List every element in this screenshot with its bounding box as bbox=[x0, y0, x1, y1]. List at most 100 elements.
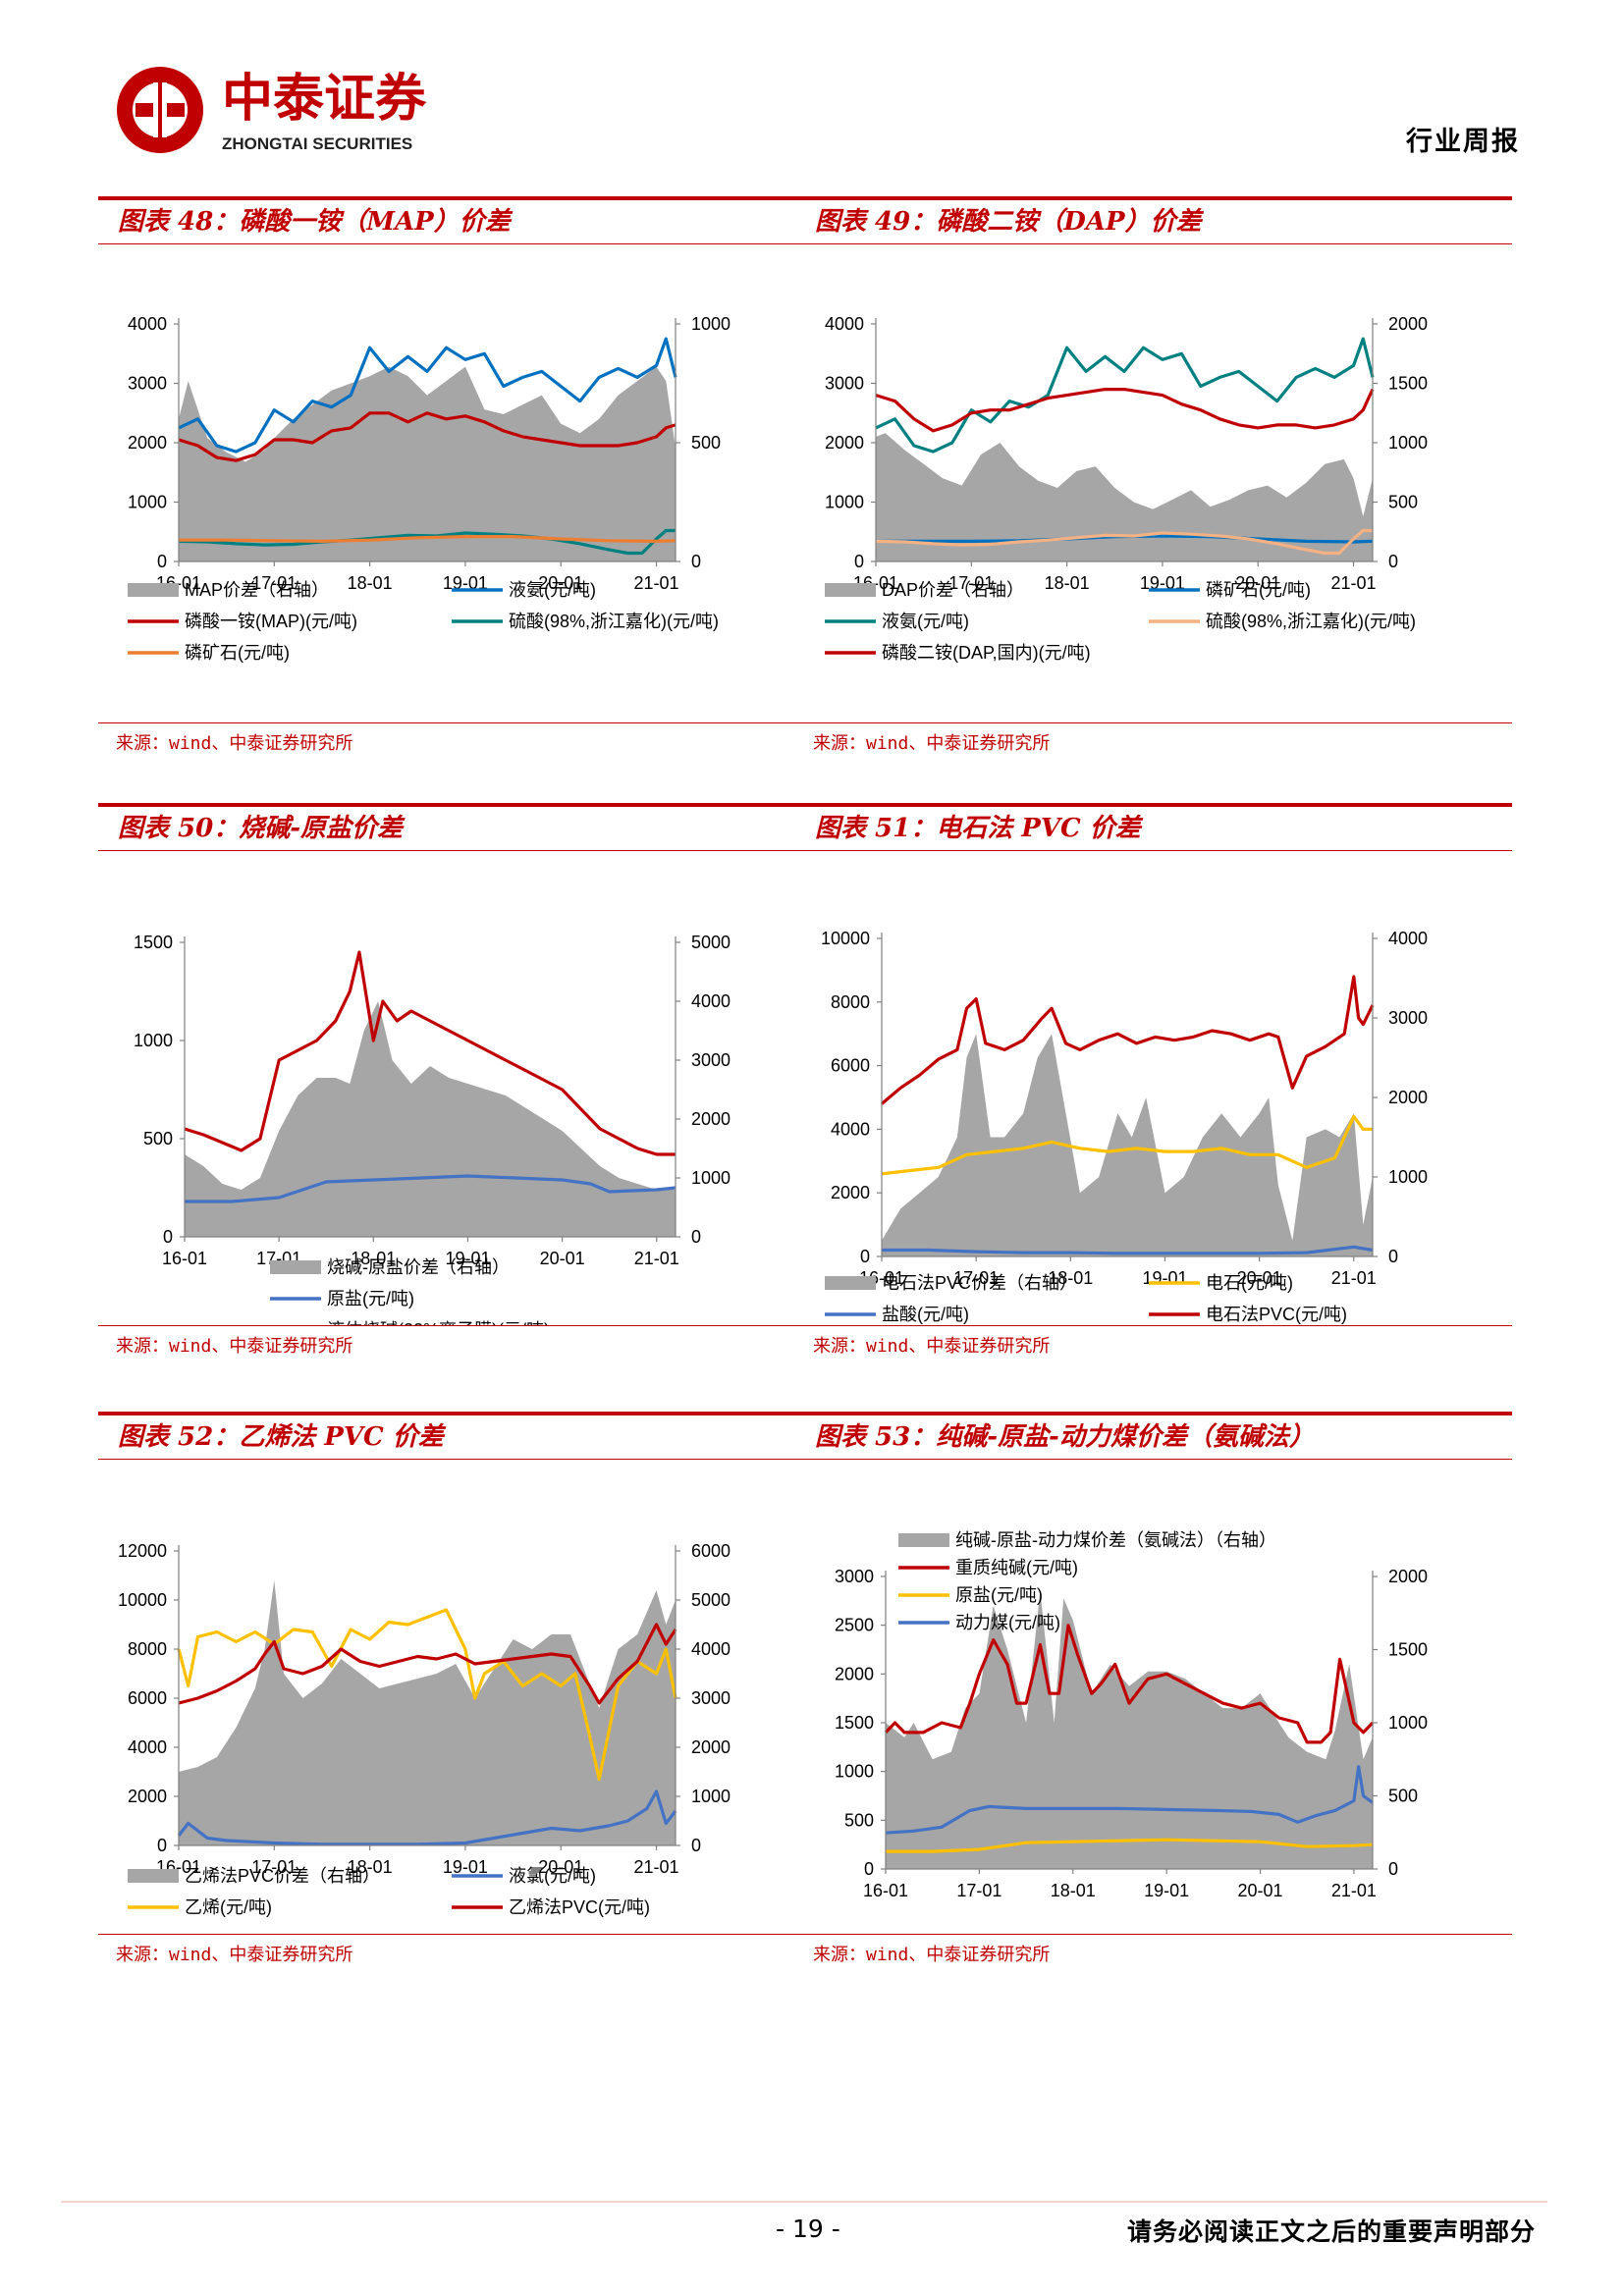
left-tick-label: 4000 bbox=[128, 314, 167, 334]
figure-source: 来源：wind、中泰证券研究所 bbox=[116, 1945, 353, 1965]
left-tick-label: 6000 bbox=[128, 1688, 167, 1708]
legend-item: 乙烯(元/吨) bbox=[128, 1897, 272, 1917]
legend-label: 液氯(元/吨) bbox=[509, 1866, 596, 1886]
legend-item: 电石(元/吨) bbox=[1149, 1273, 1293, 1293]
chart-legend: 乙烯法PVC价差（右轴） 液氯(元/吨) 乙烯(元/吨) 乙烯法PVC(元/吨) bbox=[128, 1866, 650, 1917]
legend-item: 纯碱-原盐-动力煤价差（氨碱法）（右轴） bbox=[898, 1530, 1276, 1550]
legend-item: 液氯(元/吨) bbox=[452, 1866, 596, 1886]
chart-svg: 0 500 1000 1500 2000 2500 3000 0 500 1000 1500 2000… bbox=[835, 1530, 1428, 1900]
left-tick-label: 1000 bbox=[134, 1031, 173, 1050]
series-area-0 bbox=[179, 1580, 676, 1845]
right-tick-label: 4000 bbox=[691, 1639, 731, 1659]
chart-svg: 0 2000 4000 6000 8000 10000 12000 0 1000 2000 3000… bbox=[118, 1541, 731, 1917]
x-tick-label: 18-01 bbox=[1051, 1881, 1096, 1900]
legend-label: 液体烧碱(32%离子膜)(元/吨) bbox=[327, 1320, 550, 1325]
chart-legend: 电石法PVC价差（右轴） 电石(元/吨) 盐酸(元/吨) 电石法PVC(元/吨) bbox=[825, 1273, 1347, 1324]
figure-bottom-rule bbox=[795, 722, 1512, 723]
right-tick-label: 2000 bbox=[1388, 1567, 1428, 1586]
brand-en: ZHONGTAI SECURITIES bbox=[222, 134, 412, 153]
chart-legend: 纯碱-原盐-动力煤价差（氨碱法）（右轴） 重质纯碱(元/吨) 原盐(元/吨) 动力煤(… bbox=[898, 1530, 1276, 1632]
company-logo: 中泰证券 ZHONGTAI SECURITIES bbox=[116, 61, 489, 169]
left-tick-label: 4000 bbox=[831, 1119, 870, 1139]
left-tick-label: 1500 bbox=[835, 1713, 874, 1733]
legend-label: 重质纯碱(元/吨) bbox=[955, 1558, 1078, 1577]
legend-label: 磷酸二铵(DAP,国内)(元/吨) bbox=[882, 643, 1091, 663]
left-tick-label: 3000 bbox=[835, 1567, 874, 1586]
legend-item: DAP价差（右轴） bbox=[825, 580, 1024, 600]
legend-swatch bbox=[825, 583, 876, 597]
figure-top-rule bbox=[795, 196, 1512, 200]
x-tick-label: 21-01 bbox=[634, 1857, 679, 1877]
figure-bottom-rule bbox=[98, 1934, 815, 1935]
figure-title-rule bbox=[795, 243, 1512, 244]
right-tick-label: 0 bbox=[691, 1836, 701, 1855]
legend-item: 磷酸二铵(DAP,国内)(元/吨) bbox=[825, 643, 1091, 663]
series-line-3 bbox=[178, 528, 676, 556]
legend-label: 磷酸一铵(MAP)(元/吨) bbox=[185, 612, 357, 631]
left-tick-label: 0 bbox=[854, 552, 864, 571]
left-tick-label: 1000 bbox=[128, 493, 167, 512]
legend-label: 乙烯(元/吨) bbox=[185, 1897, 272, 1917]
right-tick-label: 3000 bbox=[1388, 1008, 1428, 1028]
right-tick-label: 500 bbox=[1388, 493, 1418, 512]
figure-title-rule bbox=[98, 1459, 815, 1460]
series-line-3 bbox=[885, 1765, 1374, 1835]
right-tick-label: 500 bbox=[1388, 1787, 1418, 1806]
left-tick-label: 0 bbox=[157, 552, 167, 571]
x-tick-label: 20-01 bbox=[538, 1857, 583, 1877]
figure-title-rule bbox=[98, 850, 815, 851]
figure-top-rule bbox=[98, 196, 815, 200]
right-tick-label: 2000 bbox=[1388, 1088, 1428, 1107]
x-tick-label: 18-01 bbox=[1048, 1268, 1093, 1288]
legend-swatch bbox=[128, 1869, 179, 1883]
right-tick-label: 1500 bbox=[1388, 374, 1428, 394]
figure-title-rule bbox=[795, 850, 1512, 851]
series-area-0 bbox=[179, 366, 676, 561]
left-tick-label: 4000 bbox=[128, 1737, 167, 1757]
legend-item: 乙烯法PVC价差（右轴） bbox=[128, 1866, 380, 1886]
legend-item: 硫酸(98%,浙江嘉化)(元/吨) bbox=[1149, 612, 1416, 631]
right-tick-label: 1000 bbox=[691, 1168, 731, 1188]
left-tick-label: 2000 bbox=[128, 433, 167, 453]
figure-source: 来源：wind、中泰证券研究所 bbox=[813, 1945, 1051, 1965]
x-tick-label: 21-01 bbox=[1331, 573, 1377, 593]
figure-bottom-rule bbox=[795, 1934, 1512, 1935]
legend-item: 液氨(元/吨) bbox=[452, 580, 596, 600]
legend-item: 原盐(元/吨) bbox=[898, 1585, 1043, 1605]
chart-legend: MAP价差（右轴） 液氨(元/吨) 磷酸一铵(MAP)(元/吨) 硫酸(98%,浙江嘉… bbox=[128, 580, 719, 663]
right-tick-label: 1000 bbox=[691, 314, 731, 334]
left-tick-label: 0 bbox=[864, 1859, 874, 1879]
figure-bottom-rule bbox=[795, 1325, 1512, 1326]
series-area-0 bbox=[185, 1001, 676, 1237]
right-tick-label: 0 bbox=[691, 552, 701, 571]
legend-label: 电石法PVC价差（右轴） bbox=[882, 1273, 1077, 1293]
chart-svg: 0 2000 4000 6000 8000 10000 0 1000 2000 3000 4000 1… bbox=[821, 929, 1428, 1324]
right-tick-label: 5000 bbox=[691, 933, 731, 952]
figure-source: 来源：wind、中泰证券研究所 bbox=[116, 733, 353, 754]
legend-label: 乙烯法PVC价差（右轴） bbox=[185, 1866, 380, 1886]
footer-divider bbox=[61, 2201, 1547, 2203]
left-tick-label: 2000 bbox=[835, 1664, 874, 1683]
left-tick-label: 2500 bbox=[835, 1616, 874, 1635]
series-line-2 bbox=[177, 1608, 677, 1782]
series-line-1 bbox=[177, 1789, 677, 1846]
right-tick-label: 6000 bbox=[691, 1541, 731, 1561]
series-line-2 bbox=[184, 950, 676, 1156]
x-tick-label: 19-01 bbox=[1144, 1881, 1189, 1900]
figure-bottom-rule bbox=[98, 1325, 815, 1326]
right-tick-label: 5000 bbox=[691, 1590, 731, 1610]
x-tick-label: 17-01 bbox=[251, 1857, 297, 1877]
figure-title-rule bbox=[98, 243, 815, 244]
legend-item: 烧碱-原盐价差（右轴） bbox=[270, 1257, 510, 1277]
legend-label: 液氨(元/吨) bbox=[882, 612, 969, 631]
x-tick-label: 18-01 bbox=[351, 1249, 396, 1268]
legend-label: 烧碱-原盐价差（右轴） bbox=[327, 1257, 510, 1277]
left-tick-label: 1000 bbox=[835, 1762, 874, 1782]
right-tick-label: 4000 bbox=[691, 991, 731, 1011]
x-tick-label: 17-01 bbox=[956, 1881, 1001, 1900]
series-line-2 bbox=[875, 337, 1375, 454]
figure-source: 来源：wind、中泰证券研究所 bbox=[116, 1336, 353, 1357]
right-tick-label: 3000 bbox=[691, 1050, 731, 1070]
right-tick-label: 2000 bbox=[691, 1109, 731, 1129]
